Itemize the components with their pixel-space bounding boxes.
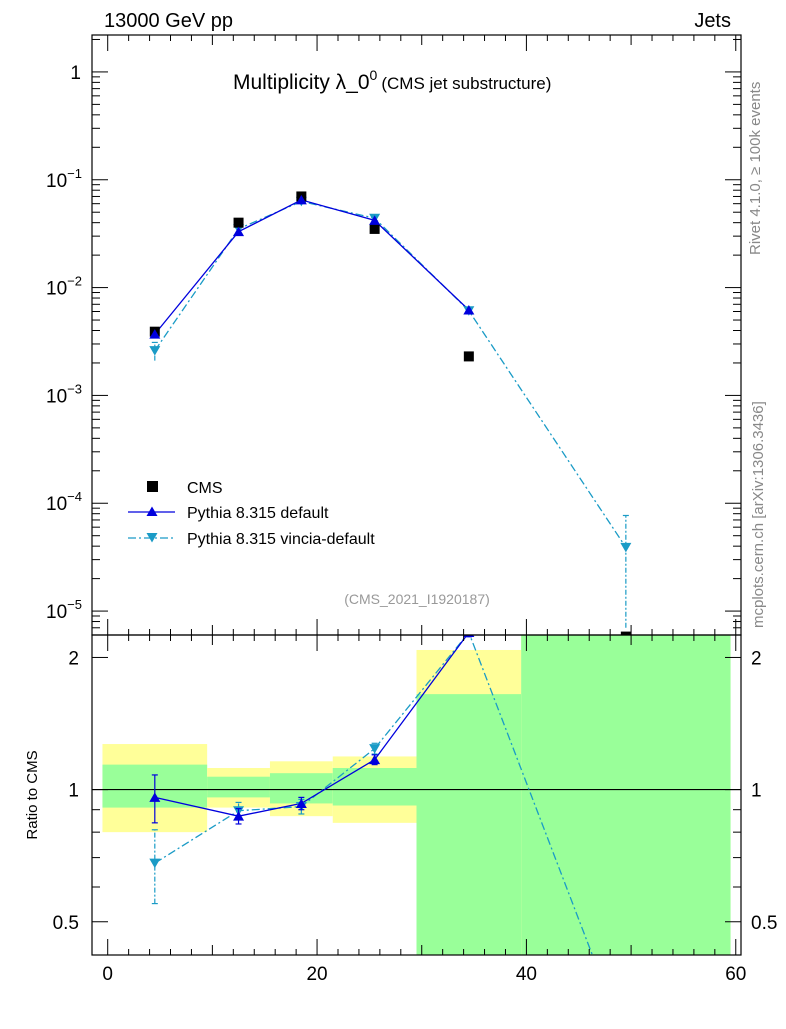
ratio-band-green xyxy=(416,694,522,955)
point-cms xyxy=(463,351,474,362)
point-pythia-default xyxy=(149,329,161,339)
ratio-frame xyxy=(91,634,742,956)
series-line-pythia-vincia xyxy=(154,200,627,548)
point-pythia-default xyxy=(463,304,475,315)
ratio-bands xyxy=(92,635,741,955)
point-pythia-default xyxy=(369,215,381,225)
rivet-label: Rivet 4.1.0, ≥ 100k events xyxy=(747,82,764,255)
ratio-band-green xyxy=(332,768,417,806)
ratio-band-green xyxy=(521,635,731,955)
analysis-label: (CMS_2021_I1920187) xyxy=(344,591,490,607)
point-pythia-default xyxy=(233,226,245,237)
ratio-band-green xyxy=(207,776,270,798)
legend-label-pythia-vincia: Pythia 8.315 vincia-default xyxy=(187,531,375,548)
ratio-ticks: 0.5 0.51 12 20 20 40 60 xyxy=(53,635,777,985)
ratio-line-pythia-vincia xyxy=(154,635,594,955)
ratio-point-pythia-default xyxy=(149,792,161,802)
main-ytick-label: 10−2 xyxy=(46,274,82,300)
main-ytick-label: 10−3 xyxy=(46,381,82,407)
ratio-ytick-label-left: 2 xyxy=(68,648,79,669)
ratio-ytick-label-left: 1 xyxy=(68,781,79,802)
point-cms xyxy=(369,223,380,234)
point-pythia-default xyxy=(295,194,307,205)
point-pythia-vincia xyxy=(620,542,632,553)
legend-label-pythia-default: Pythia 8.315 default xyxy=(187,505,329,522)
mcplots-label: mcplots.cern.ch [arXiv:1306.3436] xyxy=(750,401,767,628)
ratio-point-pythia-default xyxy=(295,798,307,808)
ratio-ytick-label-right: 2 xyxy=(751,648,762,669)
xtick-label: 60 xyxy=(725,964,746,985)
ratio-ylabel: Ratio to CMS xyxy=(24,750,41,839)
header-left: 13000 GeV pp xyxy=(104,10,233,32)
header-right: Jets xyxy=(694,10,731,32)
main-ytick-label: 10−4 xyxy=(46,489,82,515)
ratio-point-pythia-default xyxy=(233,811,245,821)
ratio-ytick-label-right: 0.5 xyxy=(751,913,777,934)
legend-label-cms: CMS xyxy=(187,480,223,497)
ratio-point-pythia-vincia xyxy=(149,858,161,869)
point-cms xyxy=(233,217,244,228)
point-cms xyxy=(620,631,631,635)
plot-title: Multiplicity λ_00 (CMS jet substructure) xyxy=(233,67,551,94)
xtick-label: 0 xyxy=(102,964,113,985)
series-line-pythia-default xyxy=(154,199,470,335)
legend: CMS Pythia 8.315 default Pythia 8.315 vi… xyxy=(128,480,375,548)
xtick-label: 20 xyxy=(306,964,327,985)
main-ytick-label: 10−5 xyxy=(46,597,82,623)
point-pythia-vincia xyxy=(149,346,161,356)
main-ticks: 1 10−1 10−2 10−3 10−4 10−5 xyxy=(46,35,741,636)
main-ytick-label: 1 xyxy=(70,63,81,84)
ratio-ytick-label-right: 1 xyxy=(751,781,762,802)
main-series xyxy=(149,191,632,635)
legend-marker-pythia-vincia xyxy=(146,533,158,543)
legend-marker-pythia-default xyxy=(146,506,158,516)
main-ytick-label: 10−1 xyxy=(46,166,82,192)
ratio-point-pythia-vincia xyxy=(369,744,381,754)
ratio-point-pythia-default xyxy=(369,754,381,765)
legend-marker-cms xyxy=(147,481,158,492)
ratio-series xyxy=(149,635,594,955)
ratio-ytick-label-left: 0.5 xyxy=(53,913,79,934)
xtick-label: 40 xyxy=(516,964,537,985)
